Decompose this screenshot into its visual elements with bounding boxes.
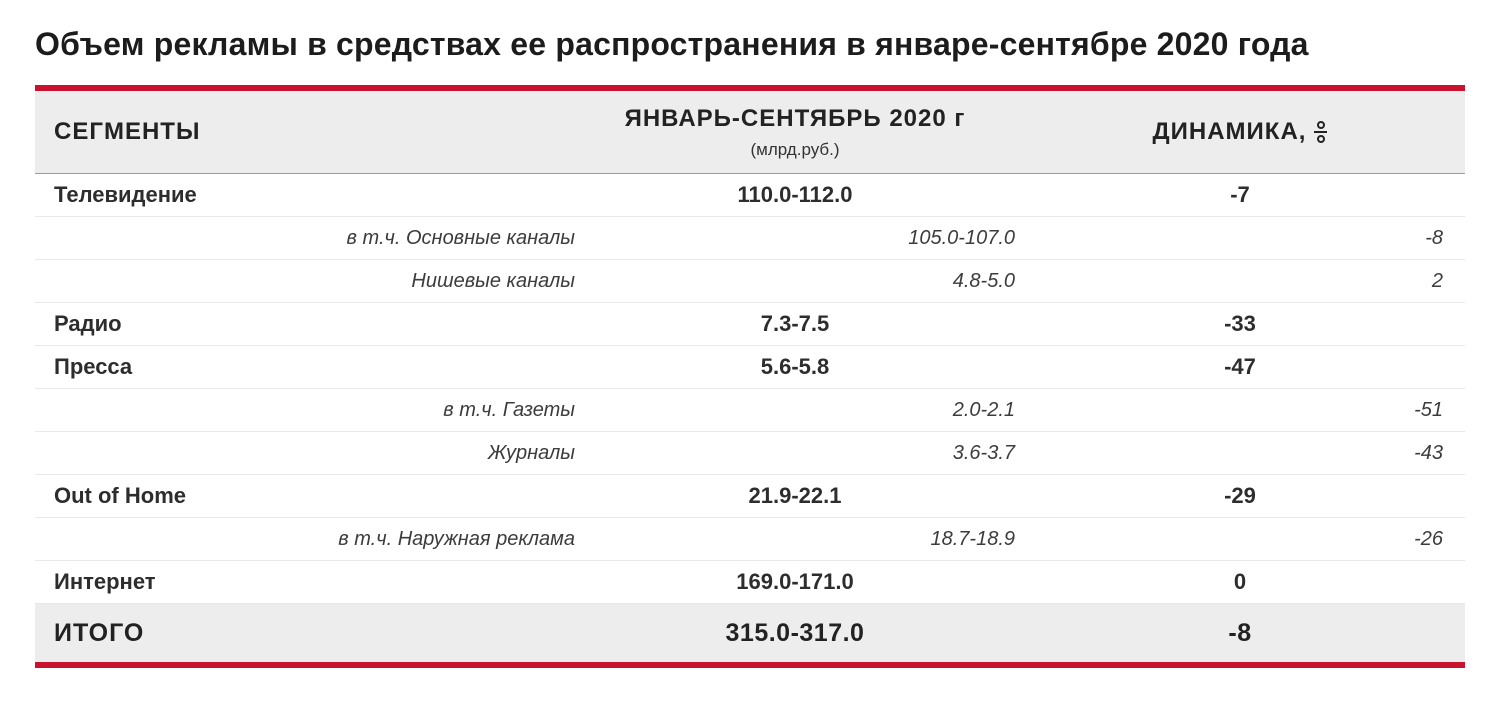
volume-value: 169.0-171.0 (736, 569, 854, 594)
table-row-niche-channels: Нишевые каналы 4.8-5.0 2 (35, 260, 1465, 303)
table-row-internet: Интернет 169.0-171.0 0 (35, 561, 1465, 604)
dynamics-value: -8 (1425, 226, 1443, 249)
percent-icon (1314, 121, 1328, 143)
segment-label: в т.ч. Газеты (443, 398, 575, 421)
volume-value: 21.9-22.1 (748, 483, 842, 508)
table-row-television: Телевидение 110.0-112.0 -7 (35, 174, 1465, 217)
volume-value: 5.6-5.8 (760, 354, 830, 379)
column-header-period: ЯНВАРЬ-СЕНТЯБРЬ 2020 г (млрд.руб.) (575, 91, 1015, 173)
table-row-radio: Радио 7.3-7.5 -33 (35, 303, 1465, 346)
dynamics-value: -51 (1414, 398, 1443, 421)
percent-icon-bar (1314, 131, 1328, 133)
volume-value: 7.3-7.5 (760, 311, 830, 336)
percent-icon-top-dot (1316, 121, 1325, 129)
volume-value: 4.8-5.0 (952, 269, 1015, 292)
table-header-row: СЕГМЕНТЫ ЯНВАРЬ-СЕНТЯБРЬ 2020 г (млрд.ру… (35, 85, 1465, 174)
dynamics-value: 2 (1431, 269, 1443, 292)
segment-label: Радио (54, 311, 122, 336)
volume-value: 18.7-18.9 (930, 527, 1015, 550)
table-row-outdoor-ads: в т.ч. Наружная реклама 18.7-18.9 -26 (35, 518, 1465, 561)
total-volume-value: 315.0-317.0 (725, 618, 865, 647)
percent-icon-bottom-dot (1316, 135, 1325, 143)
period-unit-label: (млрд.руб.) (750, 139, 840, 159)
dynamics-value: -43 (1414, 441, 1443, 464)
segment-label: Телевидение (54, 182, 197, 207)
dynamics-value: -7 (1230, 182, 1250, 207)
segment-label: Журналы (487, 441, 575, 464)
table-row-press: Пресса 5.6-5.8 -47 (35, 346, 1465, 389)
dynamics-label: ДИНАМИКА, (1152, 118, 1307, 145)
segment-label: в т.ч. Основные каналы (346, 226, 575, 249)
segment-label: Out of Home (54, 483, 186, 508)
segment-label: Интернет (54, 569, 156, 594)
total-label: ИТОГО (54, 618, 145, 647)
dynamics-value: 0 (1233, 569, 1247, 594)
dynamics-value: -47 (1224, 354, 1256, 379)
page-title: Объем рекламы в средствах ее распростран… (35, 26, 1309, 62)
dynamics-value: -29 (1224, 483, 1256, 508)
ad-volume-table: СЕГМЕНТЫ ЯНВАРЬ-СЕНТЯБРЬ 2020 г (млрд.ру… (35, 85, 1465, 668)
volume-value: 2.0-2.1 (952, 398, 1015, 421)
table-row-total: ИТОГО 315.0-317.0 -8 (35, 604, 1465, 668)
column-header-segments: СЕГМЕНТЫ (54, 118, 201, 145)
dynamics-value: -26 (1414, 527, 1443, 550)
volume-value: 110.0-112.0 (737, 182, 853, 207)
table-row-magazines: Журналы 3.6-3.7 -43 (35, 432, 1465, 475)
total-dynamics-value: -8 (1228, 618, 1252, 647)
segment-label: Нишевые каналы (411, 269, 575, 292)
segment-label: Пресса (54, 354, 133, 379)
dynamics-value: -33 (1224, 311, 1256, 336)
volume-value: 3.6-3.7 (952, 441, 1015, 464)
table-row-main-channels: в т.ч. Основные каналы 105.0-107.0 -8 (35, 217, 1465, 260)
segment-label: в т.ч. Наружная реклама (338, 527, 575, 550)
table-row-out-of-home: Out of Home 21.9-22.1 -29 (35, 475, 1465, 518)
volume-value: 105.0-107.0 (908, 226, 1015, 249)
table-row-newspapers: в т.ч. Газеты 2.0-2.1 -51 (35, 389, 1465, 432)
column-header-dynamics: ДИНАМИКА, (1015, 91, 1465, 173)
period-label: ЯНВАРЬ-СЕНТЯБРЬ 2020 г (624, 104, 966, 132)
